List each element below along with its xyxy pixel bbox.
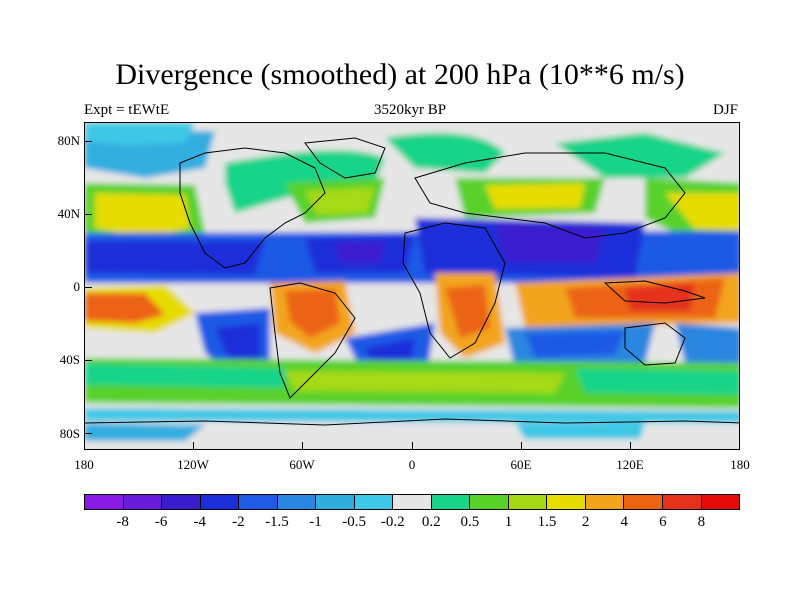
plot-title: Divergence (smoothed) at 200 hPa (10**6 …	[115, 58, 685, 91]
y-tick	[84, 214, 92, 215]
colorbar-swatch	[277, 495, 317, 509]
x-tick	[193, 442, 194, 450]
colorbar-swatch	[200, 495, 240, 509]
y-tick	[84, 433, 92, 434]
colorbar-swatch	[123, 495, 163, 509]
colorbar-label: -6	[154, 514, 168, 530]
colorbar-swatch	[508, 495, 548, 509]
colorbar-label: -8	[116, 514, 129, 530]
lon-label-60w: 60W	[289, 457, 315, 472]
x-tick	[630, 442, 631, 450]
colorbar-label: -2	[232, 514, 245, 530]
colorbar-swatch	[585, 495, 625, 509]
colorbar-swatch	[624, 495, 663, 509]
colorbar-labels: -8 -6 -4 -2 -1.5 -1 -0.5 -0.2 0.2 0.5 1 1.5 2 4 6 8	[84, 513, 740, 533]
colorbar-label: 1	[504, 514, 513, 530]
x-tick	[521, 442, 522, 450]
y-tick	[84, 360, 92, 361]
colorbar-swatch	[701, 495, 740, 509]
colorbar-label: -4	[193, 514, 207, 530]
colorbar-label: 1.5	[537, 514, 557, 530]
colorbar-swatch	[316, 495, 355, 509]
colorbar-swatch	[547, 495, 586, 509]
season-label: DJF	[712, 102, 738, 118]
divergence-field	[85, 123, 739, 449]
colorbar-swatch	[662, 495, 702, 509]
lat-label-eq: 0	[73, 279, 81, 294]
lon-label-0: 0	[408, 457, 416, 472]
x-tick	[412, 442, 413, 450]
lat-label-80n: 80N	[57, 133, 80, 148]
lon-label-180e: 180	[730, 457, 750, 472]
y-tick	[84, 287, 92, 288]
colorbar-label: 6	[659, 514, 667, 530]
colorbar-swatch	[393, 495, 432, 509]
lat-label-40s: 40S	[59, 352, 80, 367]
lon-label-120w: 120W	[177, 457, 209, 472]
colorbar-swatch	[354, 495, 394, 509]
colorbar-label: 4	[620, 514, 628, 530]
lon-label-60e: 60E	[510, 457, 532, 472]
colorbar	[84, 494, 740, 510]
colorbar-label: -1.5	[265, 514, 289, 530]
colorbar-label: 0.5	[460, 514, 480, 530]
colorbar-label: -1	[309, 514, 322, 530]
colorbar-swatch	[239, 495, 278, 509]
lat-label-80s: 80S	[59, 426, 80, 441]
time-label: 3520kyr BP	[373, 102, 447, 118]
lon-label-180w: 180	[74, 457, 94, 472]
y-tick	[84, 141, 92, 142]
colorbar-swatch	[470, 495, 509, 509]
colorbar-label: 8	[697, 514, 706, 530]
x-tick	[302, 442, 303, 450]
lat-label-40n: 40N	[57, 206, 80, 221]
experiment-label: Expt = tEWtE	[84, 102, 170, 118]
colorbar-label: -0.5	[342, 514, 366, 530]
colorbar-label: 0.2	[421, 514, 441, 530]
coastlines	[85, 137, 739, 426]
lon-label-120e: 120E	[616, 457, 644, 472]
colorbar-label: 2	[581, 514, 590, 530]
colorbar-swatch	[431, 495, 471, 509]
colorbar-swatch	[162, 495, 201, 509]
divergence-map	[84, 122, 740, 450]
colorbar-label: -0.2	[380, 514, 405, 530]
colorbar-swatch	[85, 495, 124, 509]
